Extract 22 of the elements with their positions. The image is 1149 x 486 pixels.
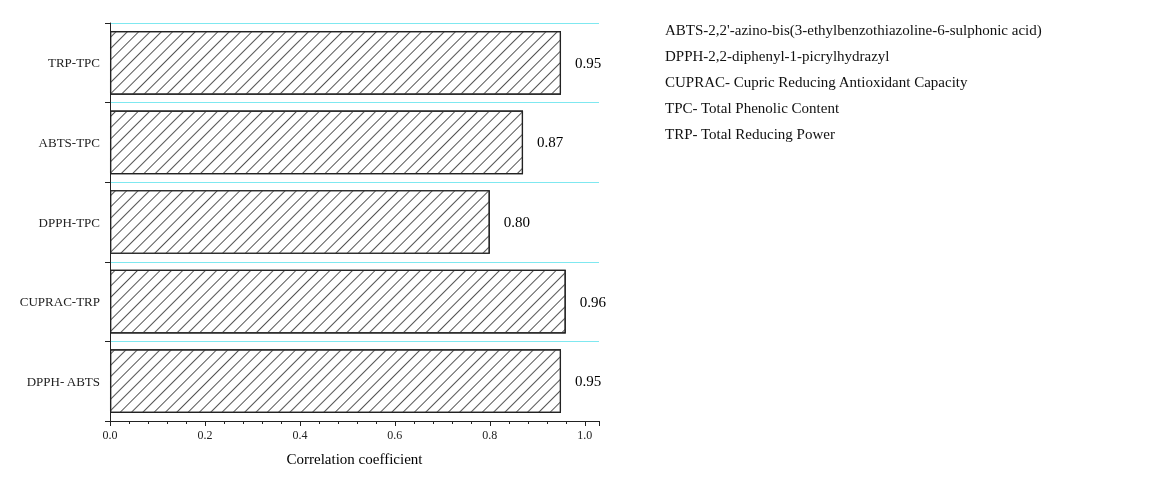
y-tick-label: ABTS-TPC xyxy=(38,134,100,150)
text: DPPH-2,2-diphenyl-1-picrylhydrazyl xyxy=(665,47,890,64)
x-axis-title: Correlation coefficient xyxy=(286,450,424,467)
y-tick-label: CUPRAC-TRP xyxy=(19,294,100,310)
y-tick-label: DPPH- ABTS xyxy=(26,373,100,389)
y-tick-label: DPPH-TPC xyxy=(38,214,100,230)
text: TPC- Total Phenolic Content xyxy=(665,99,840,116)
x-tick-label: 0.2 xyxy=(197,428,213,442)
x-tick-label: 0.8 xyxy=(482,428,498,442)
data-label: 0.87 xyxy=(537,134,564,151)
x-tick-label: 0.0 xyxy=(102,428,118,442)
data-label: 0.96 xyxy=(579,293,607,310)
text: TRP- Total Reducing Power xyxy=(665,125,835,142)
y-tick-label: TRP-TPC xyxy=(47,55,100,71)
x-tick-label: 0.6 xyxy=(387,428,403,442)
data-label: 0.95 xyxy=(575,54,602,71)
x-tick-label: 1.0 xyxy=(577,428,593,442)
text: CUPRAC- Cupric Reducing Antioxidant Capacity xyxy=(665,73,968,90)
data-label: 0.80 xyxy=(503,214,531,230)
x-tick-label: 0.4 xyxy=(292,428,308,442)
text: ABTS-2,2'-azino-bis(3-ethylbenzothiazoline-6-sulphonic acid) xyxy=(665,21,1042,39)
data-label: 0.95 xyxy=(575,373,602,390)
